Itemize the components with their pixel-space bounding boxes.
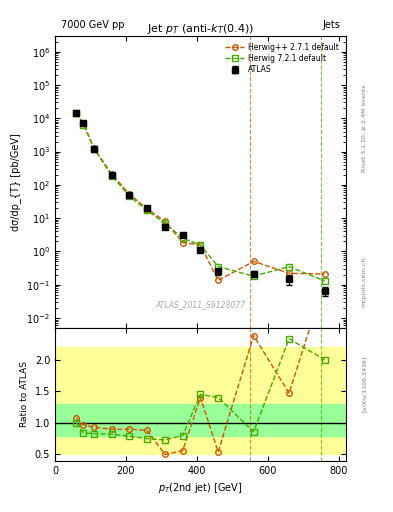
Herwig++ 2.7.1 default bbox=[74, 110, 79, 116]
Herwig 7.2.1 default bbox=[74, 110, 79, 116]
Text: mcplots.cern.ch: mcplots.cern.ch bbox=[362, 257, 367, 307]
Herwig 7.2.1 default bbox=[81, 121, 86, 127]
Title: Jet $p_T$ (anti-$k_T$(0.4)): Jet $p_T$ (anti-$k_T$(0.4)) bbox=[147, 22, 254, 36]
Herwig++ 2.7.1 default bbox=[322, 271, 327, 277]
Herwig++ 2.7.1 default bbox=[81, 120, 86, 126]
Legend: Herwig++ 2.7.1 default, Herwig 7.2.1 default, ATLAS: Herwig++ 2.7.1 default, Herwig 7.2.1 def… bbox=[222, 39, 342, 77]
Herwig 7.2.1 default bbox=[92, 145, 96, 152]
Line: Herwig 7.2.1 default: Herwig 7.2.1 default bbox=[73, 110, 327, 284]
Text: 7000 GeV pp: 7000 GeV pp bbox=[61, 20, 124, 30]
Herwig 7.2.1 default bbox=[127, 194, 132, 200]
Line: Herwig++ 2.7.1 default: Herwig++ 2.7.1 default bbox=[73, 110, 327, 283]
Herwig++ 2.7.1 default bbox=[109, 171, 114, 177]
Herwig++ 2.7.1 default bbox=[163, 218, 167, 224]
Herwig++ 2.7.1 default bbox=[127, 191, 132, 197]
Herwig++ 2.7.1 default bbox=[287, 270, 292, 276]
Herwig++ 2.7.1 default bbox=[180, 240, 185, 246]
Herwig 7.2.1 default bbox=[216, 264, 220, 270]
X-axis label: $p_T$(2nd jet) [GeV]: $p_T$(2nd jet) [GeV] bbox=[158, 481, 243, 495]
Herwig 7.2.1 default bbox=[287, 264, 292, 270]
Herwig 7.2.1 default bbox=[145, 207, 150, 214]
Herwig++ 2.7.1 default bbox=[92, 145, 96, 152]
Herwig++ 2.7.1 default bbox=[198, 242, 203, 248]
Herwig 7.2.1 default bbox=[251, 273, 256, 279]
Text: Rivet 3.1.10, ≥ 2.4M events: Rivet 3.1.10, ≥ 2.4M events bbox=[362, 84, 367, 172]
Herwig 7.2.1 default bbox=[322, 278, 327, 284]
Text: Jets: Jets bbox=[322, 20, 340, 30]
Text: ATLAS_2011_S9128077: ATLAS_2011_S9128077 bbox=[155, 300, 246, 309]
Herwig 7.2.1 default bbox=[180, 235, 185, 241]
Y-axis label: dσ/dp_{T} [pb/GeV]: dσ/dp_{T} [pb/GeV] bbox=[10, 133, 21, 231]
Herwig++ 2.7.1 default bbox=[251, 259, 256, 265]
Y-axis label: Ratio to ATLAS: Ratio to ATLAS bbox=[20, 361, 29, 428]
Herwig 7.2.1 default bbox=[163, 220, 167, 226]
Herwig++ 2.7.1 default bbox=[145, 206, 150, 212]
Herwig 7.2.1 default bbox=[198, 242, 203, 248]
Herwig 7.2.1 default bbox=[109, 173, 114, 179]
Herwig++ 2.7.1 default bbox=[216, 278, 220, 284]
Text: [arXiv:1306.3436]: [arXiv:1306.3436] bbox=[362, 356, 367, 412]
